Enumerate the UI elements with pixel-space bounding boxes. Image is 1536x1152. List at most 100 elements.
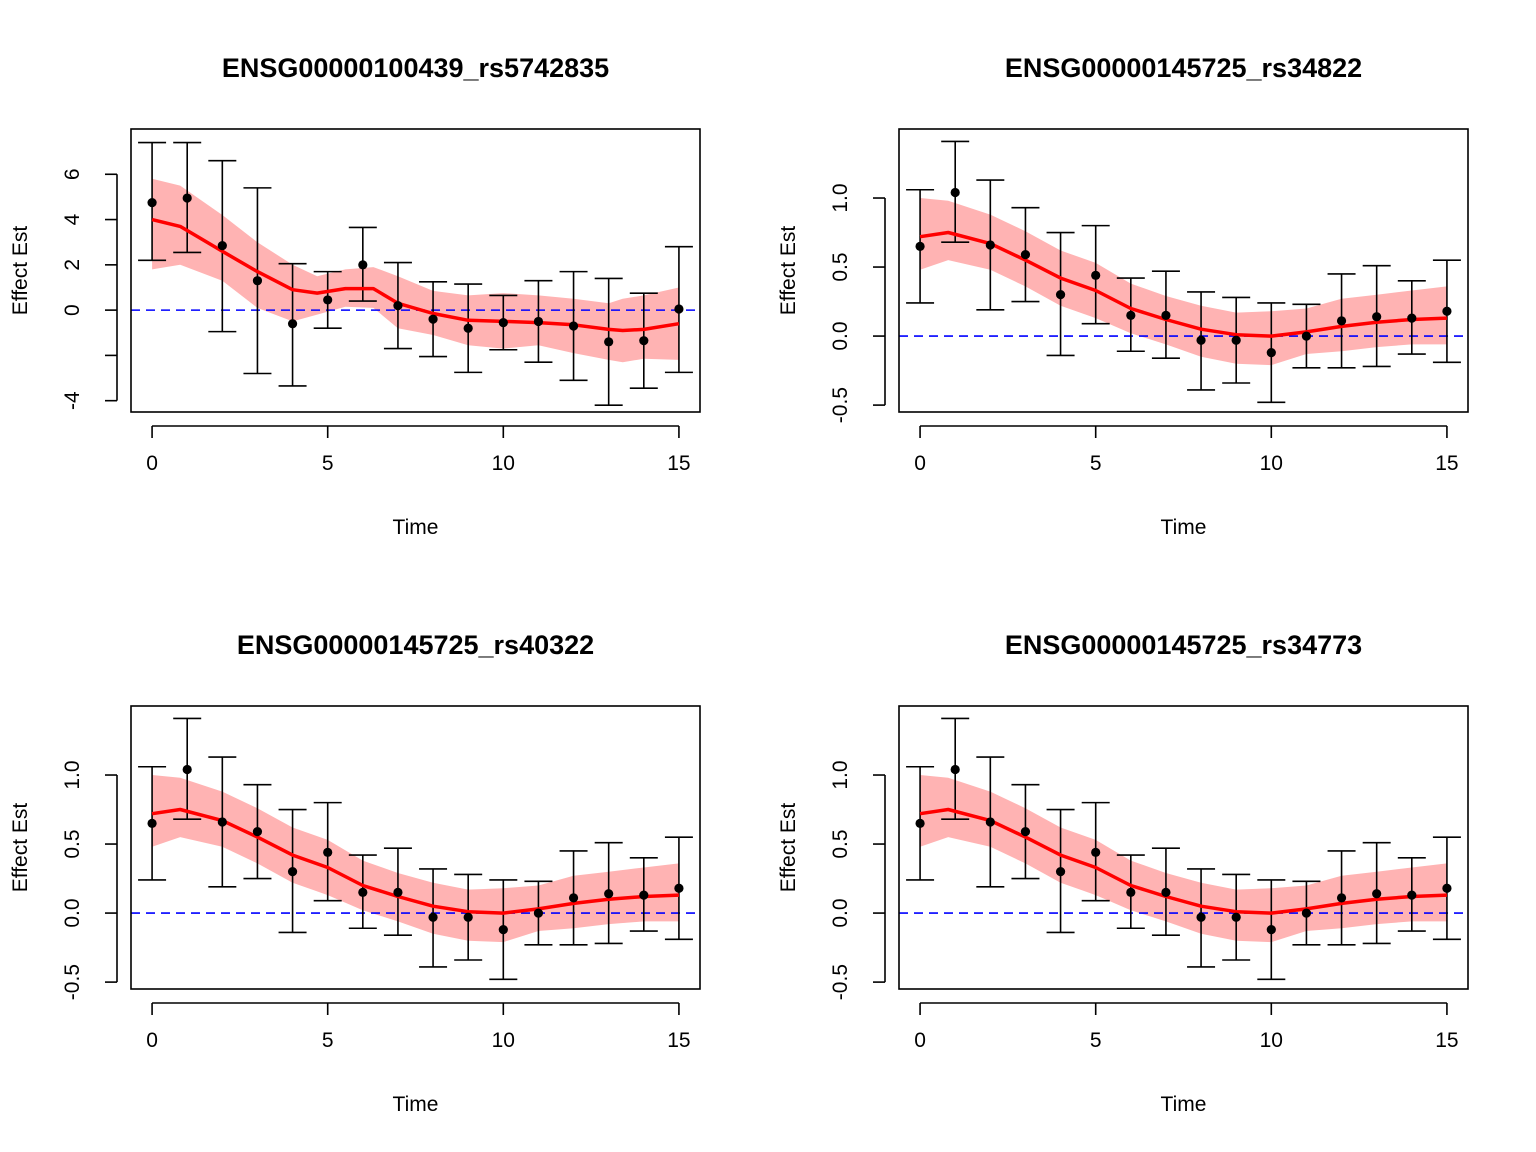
y-tick-label: -0.5	[829, 387, 852, 423]
y-tick-label: -4	[61, 391, 84, 410]
data-point-t15	[674, 304, 684, 314]
y-axis-label: Effect Est	[777, 803, 800, 893]
x-tick-label: 0	[914, 452, 926, 475]
data-point-t8	[1196, 335, 1206, 345]
data-point-t9	[1231, 912, 1241, 922]
x-tick-label: 10	[492, 452, 515, 475]
data-point-t11	[533, 316, 544, 327]
chart-title: ENSG00000145725_rs34773	[1005, 630, 1362, 660]
data-point-t2	[217, 817, 227, 827]
data-point-t15	[674, 883, 684, 893]
y-tick-label: 0.0	[829, 321, 852, 350]
x-axis	[151, 1002, 680, 1015]
y-tick-label: -0.5	[61, 964, 84, 1000]
data-point-t0	[147, 197, 157, 208]
data-point-t12	[568, 893, 579, 903]
confidence-band	[920, 198, 1447, 366]
x-tick-label: 10	[492, 1029, 515, 1052]
data-point-t1	[182, 193, 192, 203]
data-point-t4	[287, 867, 298, 877]
y-tick-label: 2	[61, 259, 84, 271]
data-point-t9	[1231, 335, 1241, 345]
data-point-t6	[358, 887, 368, 897]
x-tick-label: 10	[1260, 1029, 1283, 1052]
data-point-t6	[1126, 310, 1136, 320]
y-tick-label: -0.5	[829, 964, 852, 1000]
data-point-t15	[1442, 306, 1452, 316]
fitted-trend-line	[919, 807, 1447, 915]
x-tick-label: 5	[1090, 452, 1102, 475]
y-axis-label: Effect Est	[9, 803, 32, 893]
chart-title: ENSG00000100439_rs5742835	[222, 53, 609, 83]
data-point-t4	[287, 319, 298, 329]
y-tick-label: 0	[61, 304, 84, 316]
data-point-t2	[985, 817, 995, 827]
data-point-t0	[915, 818, 925, 828]
x-axis-label: Time	[1161, 1093, 1207, 1116]
y-tick-label: 0.5	[829, 252, 852, 281]
data-point-t0	[147, 818, 157, 828]
data-point-t10	[1266, 925, 1276, 935]
fitted-trend-line	[151, 807, 679, 915]
data-point-t3	[1020, 827, 1031, 837]
data-point-t7	[1161, 310, 1171, 320]
x-tick-label: 15	[1435, 1029, 1458, 1052]
chart-title: ENSG00000145725_rs40322	[237, 630, 594, 660]
data-point-t2	[217, 240, 227, 251]
data-point-t13	[1372, 889, 1382, 899]
y-tick-label: 4	[61, 213, 84, 225]
data-point-t13	[604, 337, 614, 347]
y-tick-label: 1.0	[829, 760, 852, 789]
data-point-t12	[1336, 316, 1347, 326]
data-point-t14	[1407, 890, 1417, 900]
data-point-t10	[1266, 348, 1276, 358]
data-point-t7	[1161, 887, 1171, 897]
data-point-t2	[985, 240, 995, 250]
data-point-t5	[1091, 270, 1101, 280]
data-point-t13	[1372, 312, 1382, 322]
y-axis	[105, 173, 118, 402]
data-point-t11	[1301, 331, 1312, 341]
x-tick-label: 5	[322, 452, 334, 475]
chart-panel-4: ENSG00000145725_rs34773 0 5 10 15 Time -0.5 0.0…	[777, 630, 1469, 1116]
data-point-t8	[1196, 912, 1206, 922]
data-point-t12	[568, 321, 579, 331]
y-axis-label: Effect Est	[777, 226, 800, 316]
data-point-t3	[252, 276, 263, 286]
data-point-t1	[950, 764, 960, 775]
x-tick-label: 0	[914, 1029, 926, 1052]
x-axis-label: Time	[1161, 516, 1207, 539]
data-point-t7	[393, 300, 403, 311]
data-point-t3	[1020, 250, 1031, 260]
y-tick-label: 0.5	[829, 829, 852, 858]
y-tick-label: 1.0	[61, 760, 84, 789]
data-point-t3	[252, 827, 263, 837]
x-axis	[151, 425, 680, 438]
data-point-t8	[428, 314, 438, 324]
y-tick-label: 1.0	[829, 183, 852, 212]
data-point-t6	[358, 260, 368, 270]
data-point-t7	[393, 887, 403, 897]
x-axis	[919, 425, 1448, 438]
y-axis	[873, 197, 886, 406]
x-tick-label: 15	[1435, 452, 1458, 475]
data-point-t9	[463, 323, 473, 333]
data-point-t4	[1055, 290, 1066, 300]
plot-frame	[130, 705, 701, 990]
data-point-t5	[323, 295, 333, 305]
confidence-band	[152, 775, 679, 943]
data-point-t11	[1301, 908, 1312, 918]
data-point-t8	[428, 912, 438, 922]
data-point-t0	[915, 241, 925, 251]
data-point-t4	[1055, 867, 1066, 877]
y-tick-label: 0.5	[61, 829, 84, 858]
data-point-t6	[1126, 887, 1136, 897]
x-tick-label: 15	[667, 452, 690, 475]
data-point-t15	[1442, 883, 1452, 893]
fitted-trend-line	[919, 230, 1447, 338]
x-tick-label: 0	[146, 1029, 158, 1052]
data-point-t10	[498, 317, 508, 328]
data-point-t12	[1336, 893, 1347, 903]
chart-panel-2: ENSG00000145725_rs34822 0 5 10 15 Time -0.5 0.0…	[777, 53, 1469, 539]
